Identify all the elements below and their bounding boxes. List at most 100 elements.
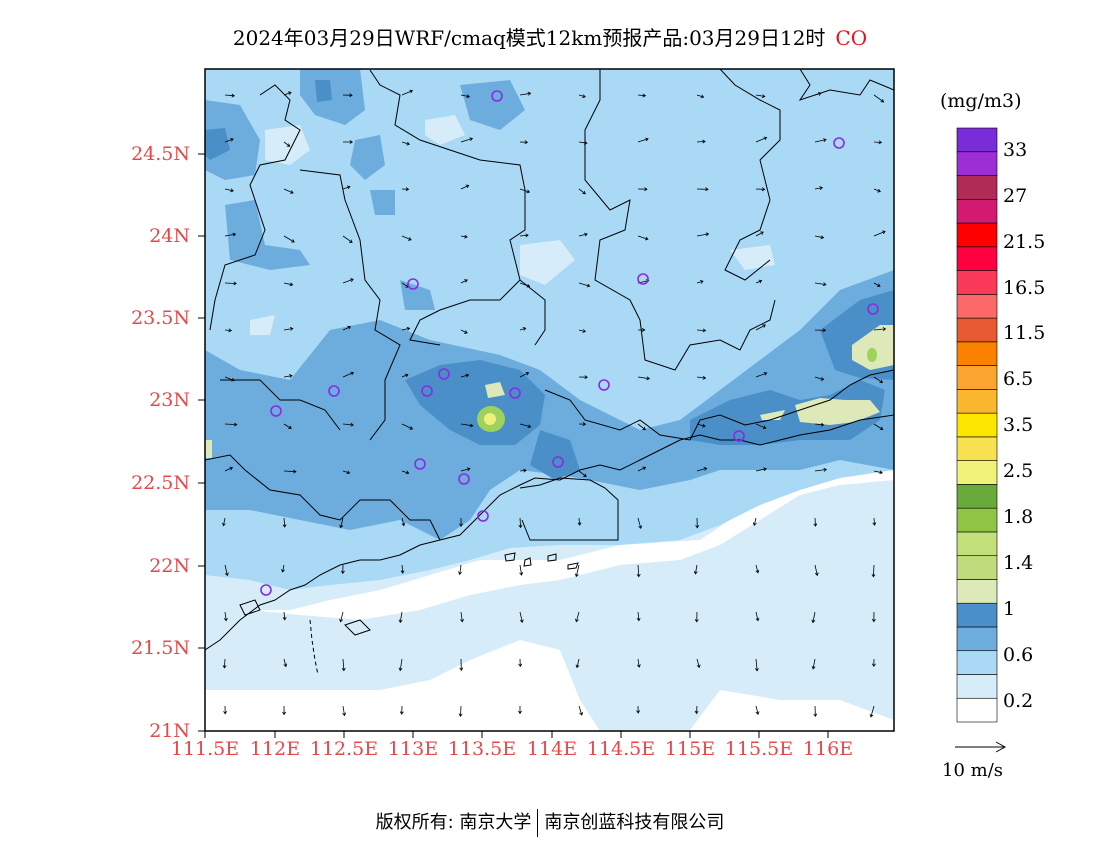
wind-arrow-icon	[519, 91, 532, 96]
wind-arrow-icon	[637, 466, 647, 472]
reference-vector-label: 10 m/s	[942, 760, 1003, 781]
wind-arrow-icon	[519, 140, 529, 145]
city-boundary-4	[409, 279, 521, 346]
wind-arrow-icon	[636, 611, 641, 622]
field-level-high-gz2	[485, 382, 505, 398]
wind-arrow-icon	[755, 564, 760, 574]
wind-arrow-icon	[873, 230, 886, 237]
wind-arrow-icon	[401, 373, 409, 378]
wind-arrow-icon	[873, 470, 883, 475]
colorbar-swatch	[956, 151, 998, 176]
wind-arrow-icon	[755, 372, 768, 378]
field-level-1-4-gz	[405, 360, 545, 445]
boundaries	[205, 69, 894, 676]
city-boundary-8	[769, 369, 894, 421]
wind-arrow-icon	[755, 423, 767, 430]
wind-arrow-icon	[283, 423, 292, 429]
axis-ticks	[198, 153, 829, 738]
wind-arrow-icon	[401, 89, 414, 96]
wind-arrow-icon	[223, 611, 228, 622]
wind-arrow-icon	[637, 376, 651, 381]
wind-arrow-icon	[283, 235, 295, 243]
wind-arrow-icon	[873, 282, 881, 287]
field-level-1-4-east	[690, 380, 885, 445]
wind-arrow-icon	[283, 469, 297, 474]
lon-label: 111.5E	[170, 738, 240, 760]
wind-arrow-icon	[224, 93, 236, 98]
wind-arrow-icon	[755, 94, 766, 99]
wind-arrow-icon	[519, 468, 527, 473]
wind-arrow-icon	[401, 235, 412, 241]
concentration-field	[205, 69, 894, 731]
colorbar-label: 6.5	[1003, 368, 1034, 390]
wind-arrow-icon	[755, 136, 768, 143]
wind-arrow-icon	[813, 705, 818, 718]
wind-arrow-icon	[696, 232, 710, 237]
lat-label: 23N	[149, 389, 190, 411]
field-level-1-north2	[460, 80, 525, 130]
wind-arrow-icon	[578, 282, 591, 288]
wind-arrow-icon	[811, 658, 816, 670]
wind-arrow-icon	[694, 705, 699, 715]
wind-arrow-icon	[519, 423, 532, 429]
field-level-0-2-sea	[205, 480, 894, 731]
wind-arrow-icon	[460, 94, 471, 99]
colorbar-swatch	[956, 389, 998, 414]
wind-arrow-icon	[814, 186, 824, 190]
wind-arrow-icon	[696, 328, 707, 333]
wind-arrow-icon	[873, 140, 883, 145]
colorbar-swatch	[956, 294, 998, 319]
lon-label: 115.5E	[724, 738, 794, 760]
island-4	[523, 557, 532, 567]
wind-arrow-icon	[696, 467, 708, 472]
colorbar-swatch	[956, 412, 998, 438]
wind-arrow-icon	[224, 422, 238, 427]
wind-arrow-icon	[342, 371, 355, 378]
lon-label: 112E	[249, 738, 301, 760]
colorbar-swatch	[956, 317, 998, 343]
station-marker	[733, 430, 745, 442]
wind-arrow-icon	[283, 91, 292, 96]
wind-arrow-icon	[342, 325, 352, 331]
wind-arrow-icon	[224, 328, 233, 333]
wind-arrow-icon	[871, 611, 876, 623]
hong-kong-boundary	[519, 477, 619, 541]
lat-label: 24.5N	[131, 143, 190, 165]
wind-arrow-icon	[281, 564, 285, 573]
wind-arrow-icon	[342, 278, 354, 284]
wind-arrow-icon	[755, 231, 764, 237]
colorbar-swatch	[956, 484, 998, 509]
wind-arrow-icon	[695, 517, 700, 529]
province-boundary-east	[719, 69, 781, 281]
wind-arrow-icon	[752, 517, 757, 527]
wind-arrow-icon	[578, 329, 587, 333]
wind-arrow-icon	[518, 517, 523, 529]
lat-label: 22N	[149, 555, 190, 577]
colorbar-swatch	[956, 579, 998, 604]
island-6	[567, 562, 579, 570]
colorbar-swatch	[956, 175, 998, 200]
wind-arrow-icon	[578, 470, 587, 477]
station-marker	[438, 368, 450, 380]
lat-label: 24N	[149, 225, 190, 247]
wind-arrow-icon	[283, 374, 293, 378]
wind-arrow-icon	[340, 564, 345, 575]
wind-arrow-icon	[696, 658, 701, 669]
province-boundary-west	[209, 84, 301, 331]
field-level-1-4-dg	[530, 430, 580, 480]
lon-label: 112.5E	[309, 738, 379, 760]
colorbar-swatch	[956, 436, 998, 461]
patch-light-4	[250, 315, 275, 335]
maritime-dashed	[309, 619, 319, 676]
station-marker	[477, 510, 489, 522]
wind-arrow-icon	[342, 235, 353, 243]
colorbar	[956, 127, 998, 723]
city-boundary-2	[369, 69, 546, 346]
wind-arrow-icon	[755, 467, 767, 472]
wind-arrow-icon	[223, 705, 228, 715]
wind-arrow-icon	[519, 282, 531, 288]
wind-arrow-icon	[341, 658, 346, 672]
field-peak-green-ne	[867, 348, 877, 362]
colorbar-swatch	[956, 674, 998, 699]
